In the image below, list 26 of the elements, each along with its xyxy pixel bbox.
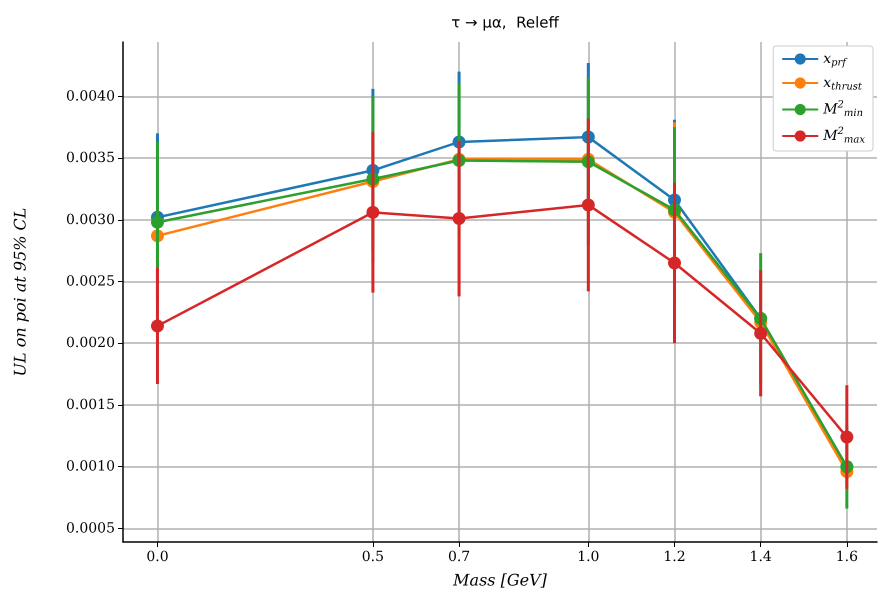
x-tick-label: 1.0	[577, 549, 600, 565]
point	[668, 256, 681, 270]
point	[452, 212, 466, 226]
y-tick-label: 0.0025	[66, 274, 115, 290]
y-tick-label: 0.0015	[66, 396, 115, 413]
x-tick-label: 1.6	[836, 549, 858, 565]
point	[840, 430, 854, 444]
y-tick-label: 0.0040	[66, 88, 115, 104]
x-axis-title: Mass [GeV]	[452, 570, 548, 590]
x-tick-label: 1.4	[750, 549, 772, 565]
y-tick-label: 0.0030	[66, 212, 115, 228]
y-tick-label: 0.0005	[66, 520, 115, 536]
x-tick-label: 0.7	[448, 549, 470, 565]
point	[366, 206, 380, 219]
y-tick-label: 0.0035	[66, 150, 115, 166]
y-tick-label: 0.0020	[66, 335, 115, 352]
x-tick-label: 1.2	[663, 549, 686, 565]
x-tick-label: 0.5	[362, 549, 384, 565]
x-tick-label: 0.0	[146, 549, 169, 565]
point	[754, 326, 768, 340]
chart-title: τ → μα, Releff	[451, 14, 560, 32]
point	[150, 319, 164, 332]
point	[582, 198, 595, 212]
y-axis-title: UL on poi at 95% CL	[10, 208, 30, 376]
y-tick-label: 0.0010	[66, 458, 115, 475]
point	[150, 216, 164, 229]
